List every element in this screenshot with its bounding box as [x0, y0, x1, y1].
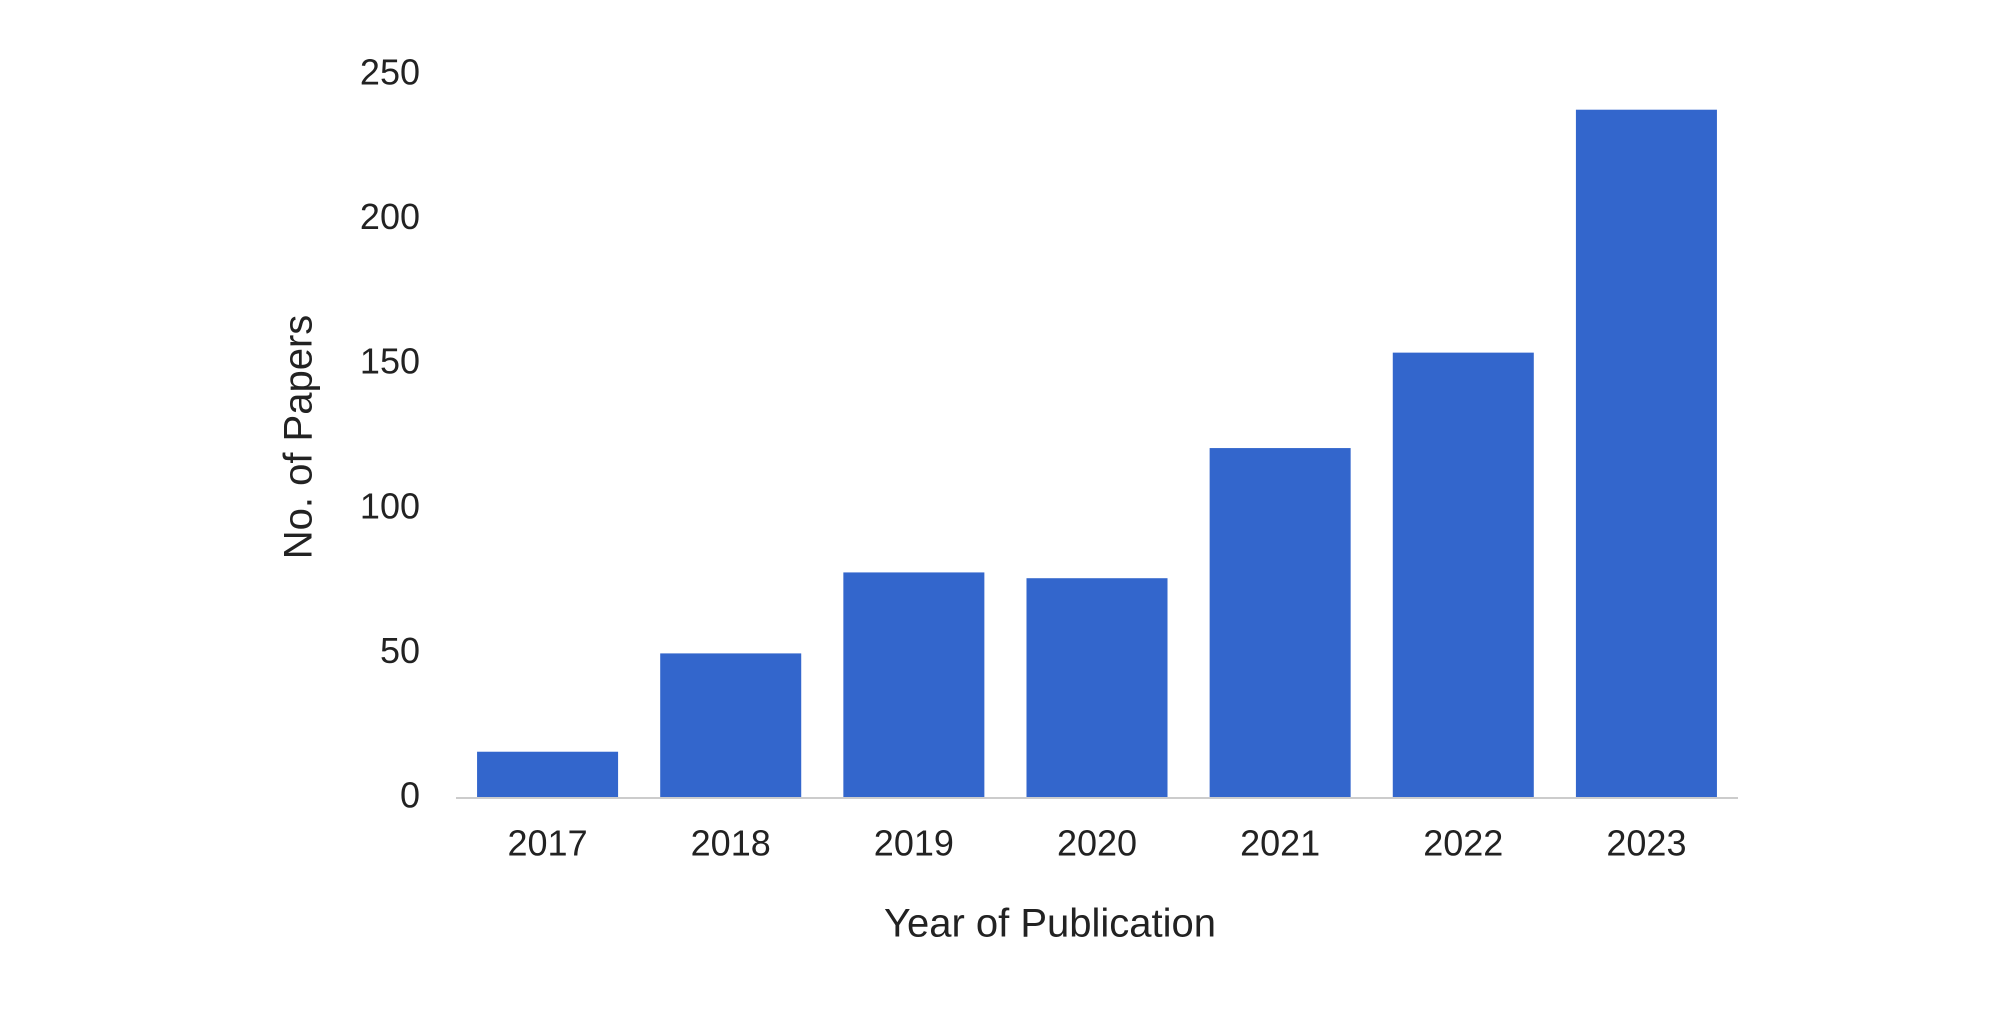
bar	[1392, 352, 1534, 798]
bar	[843, 572, 985, 798]
x-tick-label: 2019	[874, 823, 954, 864]
bar	[477, 751, 619, 798]
x-tick-label: 2022	[1423, 823, 1503, 864]
y-tick-label: 0	[400, 775, 420, 816]
bar	[1209, 448, 1351, 798]
bar	[660, 653, 802, 798]
x-tick-label: 2017	[508, 823, 588, 864]
x-tick-label: 2018	[691, 823, 771, 864]
bar	[1026, 578, 1168, 798]
x-tick-label: 2021	[1240, 823, 1320, 864]
y-tick-label: 150	[360, 341, 420, 382]
x-axis-title: Year of Publication	[884, 902, 1216, 946]
x-tick-label: 2023	[1606, 823, 1686, 864]
y-tick-label: 250	[360, 52, 420, 93]
y-tick-label: 50	[380, 630, 420, 671]
y-tick-label: 200	[360, 196, 420, 237]
bar	[1575, 109, 1717, 799]
y-tick-label: 100	[360, 485, 420, 526]
y-axis-title: No. of Papers	[277, 315, 321, 560]
x-tick-label: 2020	[1057, 823, 1137, 864]
